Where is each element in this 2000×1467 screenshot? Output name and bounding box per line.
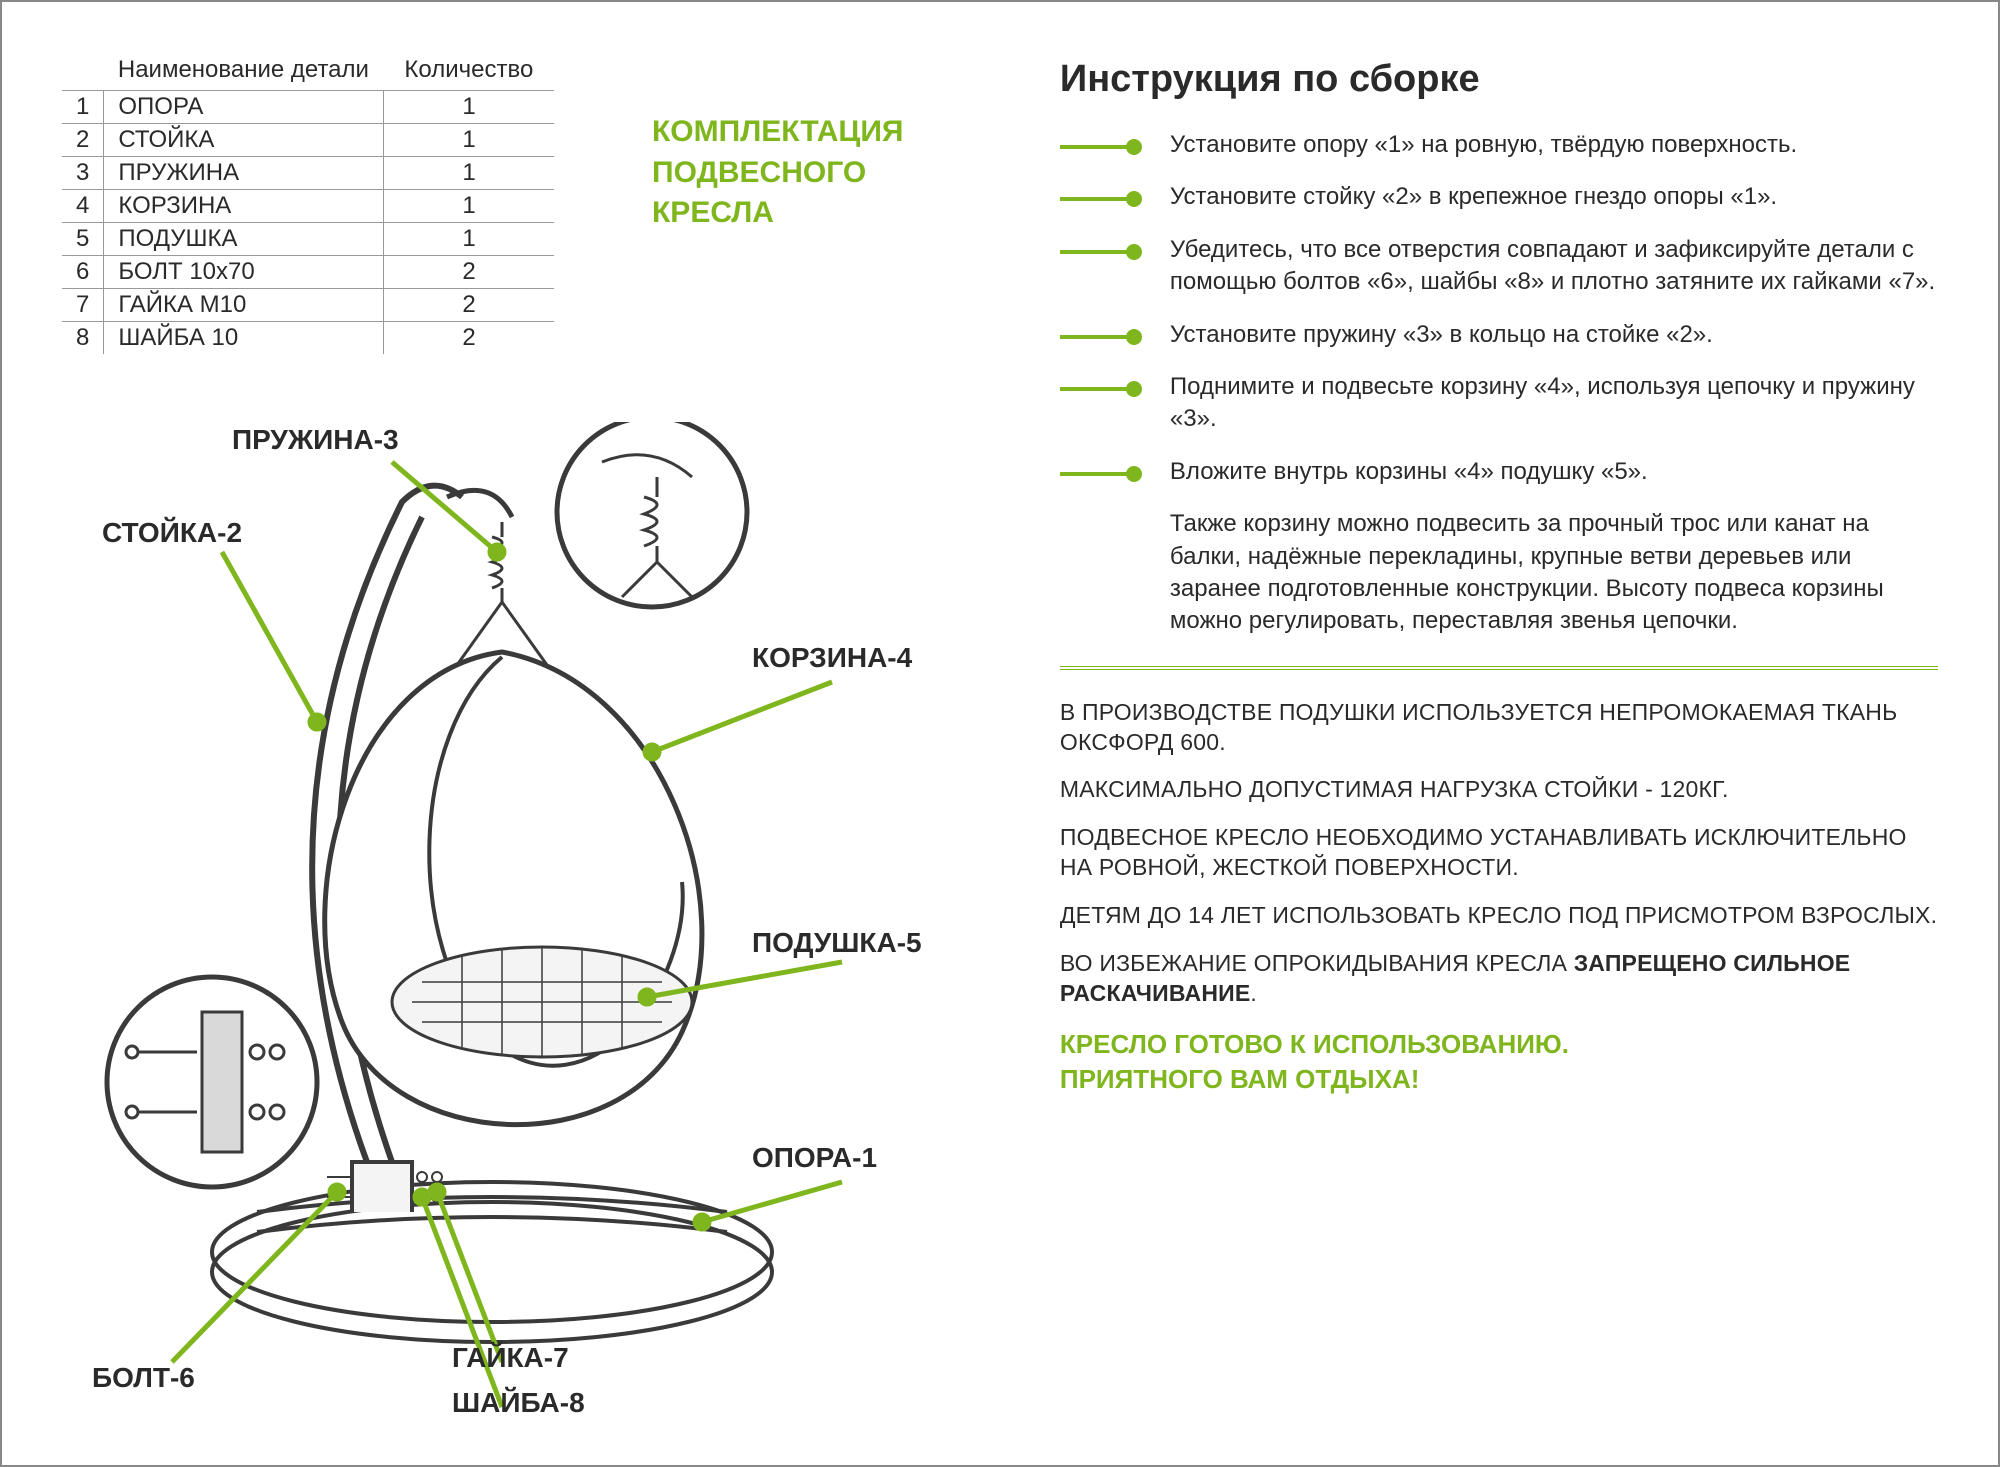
safety-prefix: ВО ИЗБЕЖАНИЕ ОПРОКИДЫВАНИЯ КРЕСЛА	[1060, 950, 1574, 976]
label-base: ОПОРА-1	[752, 1142, 877, 1174]
step-item: Поднимите и подвесьте корзину «4», испол…	[1060, 371, 1938, 436]
bullet-icon	[1060, 244, 1150, 260]
label-cushion: ПОДУШКА-5	[752, 927, 922, 959]
label-bolt: БОЛТ-6	[92, 1362, 195, 1394]
bullet-icon	[1060, 139, 1150, 155]
cell-name: БОЛТ 10х70	[104, 256, 384, 289]
kit-title-line: ПОДВЕСНОГО	[652, 153, 903, 194]
ready-line: КРЕСЛО ГОТОВО К ИСПОЛЬЗОВАНИЮ.	[1060, 1027, 1938, 1062]
cell-name: ПОДУШКА	[104, 223, 384, 256]
label-spring: ПРУЖИНА-3	[232, 424, 399, 456]
cell-qty: 1	[384, 91, 554, 124]
safety-block: В ПРОИЗВОДСТВЕ ПОДУШКИ ИСПОЛЬЗУЕТСЯ НЕПР…	[1060, 698, 1938, 1009]
cell-qty: 2	[384, 289, 554, 322]
assembly-diagram: ПРУЖИНА-3 СТОЙКА-2 КОРЗИНА-4 ПОДУШКА-5 О…	[92, 422, 992, 1432]
bullet-icon	[1060, 329, 1150, 345]
steps-list: Установите опору «1» на ровную, твёрдую …	[1060, 129, 1938, 488]
right-column: Инструкция по сборке Установите опору «1…	[1020, 52, 1938, 1415]
step-text: Вложите внутрь корзины «4» подушку «5».	[1170, 456, 1938, 488]
safety-line: МАКСИМАЛЬНО ДОПУСТИМАЯ НАГРУЗКА СТОЙКИ -…	[1060, 775, 1938, 805]
cell-qty: 1	[384, 157, 554, 190]
cell-name: ШАЙБА 10	[104, 322, 384, 355]
bullet-icon	[1060, 381, 1150, 397]
safety-line: В ПРОИЗВОДСТВЕ ПОДУШКИ ИСПОЛЬЗУЕТСЯ НЕПР…	[1060, 698, 1938, 758]
safety-line: ПОДВЕСНОЕ КРЕСЛО НЕОБХОДИМО УСТАНАВЛИВАТ…	[1060, 823, 1938, 883]
cell-idx: 2	[62, 124, 104, 157]
label-nut: ГАЙКА-7	[452, 1342, 569, 1374]
table-row: 7ГАЙКА М102	[62, 289, 554, 322]
left-column: Наименование детали Количество 1ОПОРА12С…	[62, 52, 1020, 1415]
cell-name: ГАЙКА М10	[104, 289, 384, 322]
cell-idx: 5	[62, 223, 104, 256]
step-text: Установите пружину «3» в кольцо на стойк…	[1170, 319, 1938, 351]
cell-qty: 1	[384, 190, 554, 223]
extra-note: Также корзину можно подвесить за прочный…	[1170, 508, 1938, 638]
cell-idx: 4	[62, 190, 104, 223]
cell-name: СТОЙКА	[104, 124, 384, 157]
ready-line: ПРИЯТНОГО ВАМ ОТДЫХА!	[1060, 1062, 1938, 1097]
cell-qty: 1	[384, 223, 554, 256]
step-item: Вложите внутрь корзины «4» подушку «5».	[1060, 456, 1938, 488]
table-row: 4КОРЗИНА1	[62, 190, 554, 223]
col-header-name: Наименование детали	[104, 52, 384, 91]
cell-idx: 1	[62, 91, 104, 124]
table-row: 5ПОДУШКА1	[62, 223, 554, 256]
step-item: Установите опору «1» на ровную, твёрдую …	[1060, 129, 1938, 161]
label-washer: ШАЙБА-8	[452, 1387, 585, 1419]
kit-title: КОМПЛЕКТАЦИЯ ПОДВЕСНОГО КРЕСЛА	[652, 112, 903, 234]
kit-title-line: КОМПЛЕКТАЦИЯ	[652, 112, 903, 153]
kit-title-line: КРЕСЛА	[652, 193, 903, 234]
ready-message: КРЕСЛО ГОТОВО К ИСПОЛЬЗОВАНИЮ. ПРИЯТНОГО…	[1060, 1027, 1938, 1097]
col-header-qty: Количество	[384, 52, 554, 91]
step-item: Убедитесь, что все отверстия совпадают и…	[1060, 234, 1938, 299]
label-stand: СТОЙКА-2	[102, 517, 242, 549]
parts-table: Наименование детали Количество 1ОПОРА12С…	[62, 52, 554, 354]
cell-name: КОРЗИНА	[104, 190, 384, 223]
step-text: Убедитесь, что все отверстия совпадают и…	[1170, 234, 1938, 299]
cell-idx: 3	[62, 157, 104, 190]
cell-idx: 8	[62, 322, 104, 355]
table-row: 8ШАЙБА 102	[62, 322, 554, 355]
step-item: Установите пружину «3» в кольцо на стойк…	[1060, 319, 1938, 351]
step-text: Установите опору «1» на ровную, твёрдую …	[1170, 129, 1938, 161]
bullet-icon	[1060, 466, 1150, 482]
step-item: Установите стойку «2» в крепежное гнездо…	[1060, 181, 1938, 213]
label-basket: КОРЗИНА-4	[752, 642, 912, 674]
table-row: 6БОЛТ 10х702	[62, 256, 554, 289]
safety-line: ДЕТЯМ ДО 14 ЛЕТ ИСПОЛЬЗОВАТЬ КРЕСЛО ПОД …	[1060, 901, 1938, 931]
instructions-title: Инструкция по сборке	[1060, 58, 1938, 101]
cell-name: ОПОРА	[104, 91, 384, 124]
safety-line: ВО ИЗБЕЖАНИЕ ОПРОКИДЫВАНИЯ КРЕСЛА ЗАПРЕЩ…	[1060, 949, 1938, 1009]
cell-qty: 2	[384, 322, 554, 355]
table-row: 1ОПОРА1	[62, 91, 554, 124]
page: Наименование детали Количество 1ОПОРА12С…	[0, 0, 2000, 1467]
step-text: Установите стойку «2» в крепежное гнездо…	[1170, 181, 1938, 213]
step-text: Поднимите и подвесьте корзину «4», испол…	[1170, 371, 1938, 436]
cell-idx: 6	[62, 256, 104, 289]
table-row: 2СТОЙКА1	[62, 124, 554, 157]
cell-idx: 7	[62, 289, 104, 322]
bullet-icon	[1060, 191, 1150, 207]
cell-name: ПРУЖИНА	[104, 157, 384, 190]
cell-qty: 1	[384, 124, 554, 157]
divider	[1060, 666, 1938, 670]
cell-qty: 2	[384, 256, 554, 289]
table-row: 3ПРУЖИНА1	[62, 157, 554, 190]
